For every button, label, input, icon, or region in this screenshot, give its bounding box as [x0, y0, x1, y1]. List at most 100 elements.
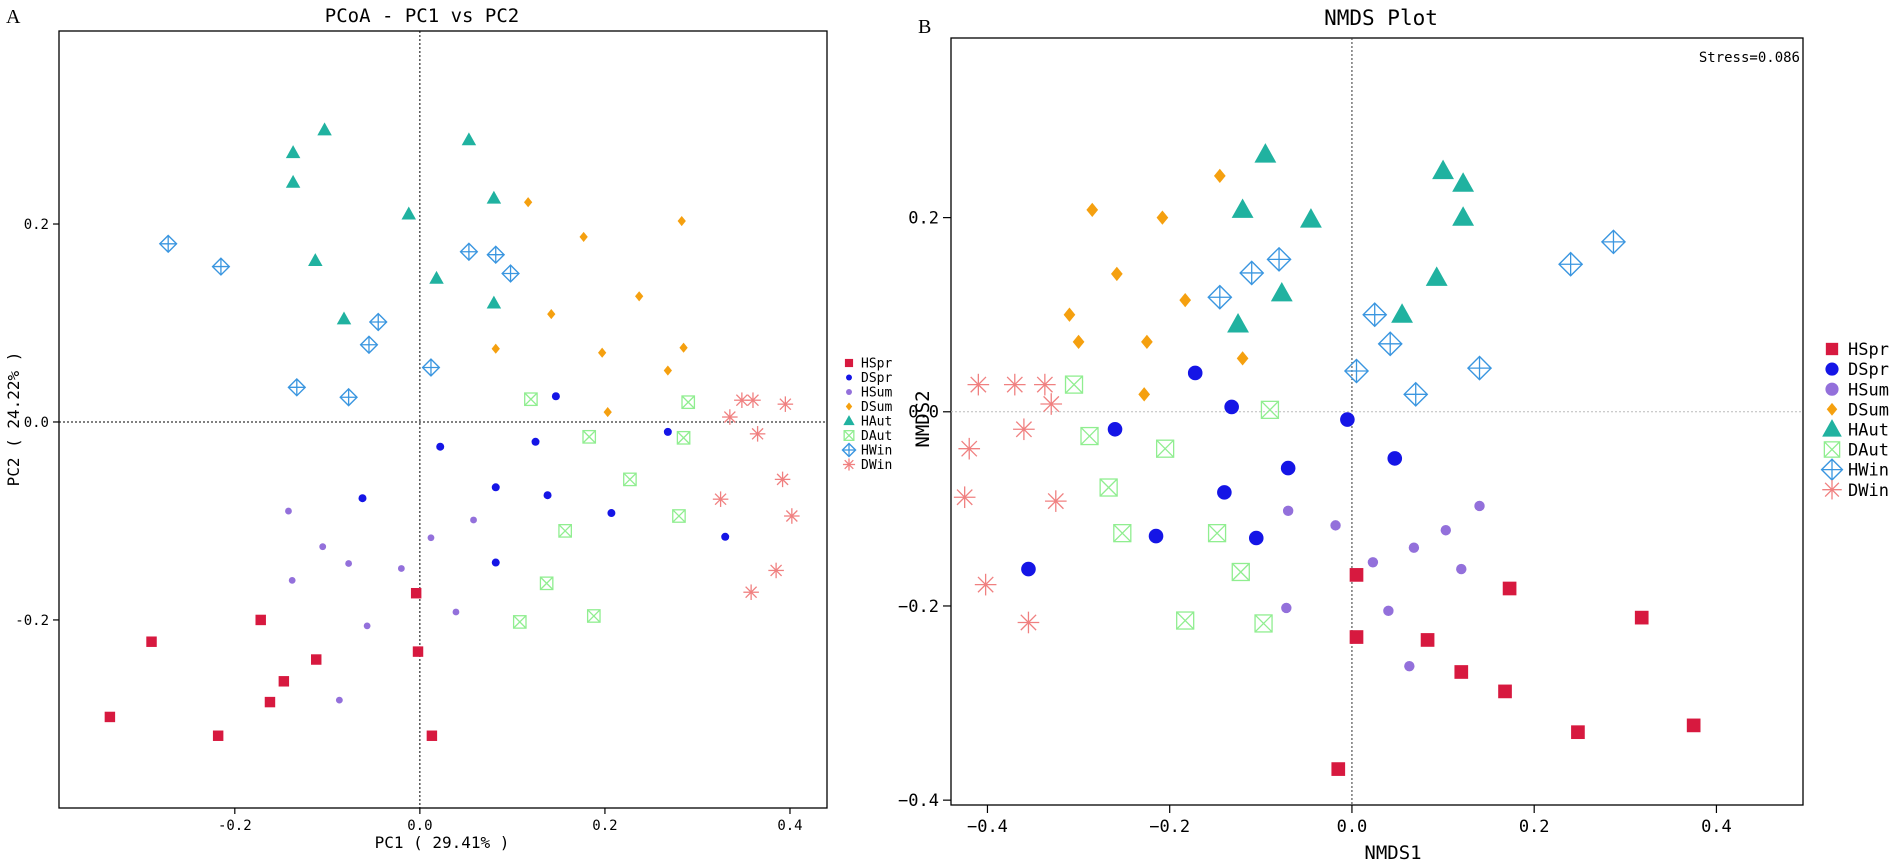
- point-dsum: [1138, 387, 1151, 402]
- point-haut: [461, 132, 477, 146]
- point-hsum: [288, 576, 296, 584]
- legend-marker-dwin: [1822, 479, 1842, 500]
- point-hwin: [1558, 251, 1584, 277]
- panel-b-letter: B: [918, 16, 931, 38]
- point-haut: [1227, 313, 1249, 333]
- point-haut: [429, 270, 444, 284]
- point-hspr: [1634, 610, 1649, 625]
- legend-label-dwin: DWin: [1848, 481, 1889, 501]
- point-daut: [586, 609, 601, 623]
- point-hspr: [426, 730, 438, 741]
- point-dspr: [1280, 460, 1296, 476]
- panel-b-y-axis-label: NMDS2: [912, 390, 934, 447]
- x-tick-label: −0.2: [1149, 817, 1190, 837]
- point-hwin: [1266, 246, 1292, 272]
- legend-marker-hspr: [1825, 342, 1839, 356]
- point-hwin: [1207, 284, 1233, 310]
- point-hsum: [319, 543, 327, 551]
- point-hspr: [278, 676, 290, 687]
- series-daut: [512, 392, 696, 629]
- legend-label-hwin: HWin: [1848, 461, 1889, 481]
- point-hwin: [421, 358, 441, 377]
- point-dsum: [491, 343, 500, 354]
- point-hspr: [1349, 568, 1364, 582]
- series-haut: [285, 122, 502, 325]
- point-daut: [681, 395, 696, 410]
- point-dwin: [1003, 373, 1026, 396]
- legend-label-hspr: HSpr: [861, 357, 892, 372]
- point-hwin: [459, 242, 479, 262]
- point-haut: [336, 311, 352, 325]
- panel-a-y-axis-label: PC2 ( 24.22% ): [4, 352, 23, 487]
- panel-a-plot-frame: [58, 30, 828, 809]
- point-daut: [1260, 400, 1280, 419]
- point-dspr: [1340, 412, 1355, 427]
- legend-item-hwin: HWin: [1820, 458, 1889, 481]
- point-hwin: [158, 234, 178, 254]
- legend-item-dsum: DSum: [845, 400, 892, 415]
- point-dsum: [1063, 307, 1076, 322]
- panel-a-letter: A: [6, 6, 21, 28]
- point-dwin: [967, 373, 990, 396]
- legend-label-dsum: DSum: [861, 400, 892, 415]
- legend-label-hspr: HSpr: [1848, 340, 1889, 360]
- series-dwin: [953, 373, 1067, 634]
- point-dspr: [1107, 421, 1123, 437]
- point-hwin: [1403, 381, 1429, 407]
- x-tick-label: 0.0: [407, 818, 432, 834]
- point-hsum: [452, 608, 460, 616]
- point-hwin: [287, 377, 307, 397]
- point-dspr: [1148, 528, 1164, 544]
- point-hwin: [1362, 302, 1388, 328]
- point-hsum: [363, 622, 371, 630]
- point-dspr: [551, 392, 560, 401]
- x-tick-label: −0.4: [967, 817, 1008, 837]
- legend-label-haut: HAut: [1848, 421, 1889, 441]
- point-hspr: [1502, 581, 1517, 596]
- point-hsum: [1408, 542, 1420, 553]
- point-dsum: [1086, 202, 1099, 217]
- point-dwin: [768, 562, 784, 579]
- point-dspr: [436, 442, 445, 451]
- series-dsum: [1063, 168, 1249, 402]
- point-daut: [1080, 426, 1099, 446]
- point-dsum: [663, 365, 672, 376]
- y-tick-label: -0.2: [15, 613, 49, 629]
- point-dwin: [958, 437, 981, 460]
- panel-b-x-axis-label: NMDS1: [1364, 842, 1421, 864]
- point-dwin: [777, 396, 794, 412]
- legend-marker-hsum: [846, 389, 852, 395]
- point-hspr: [212, 730, 224, 741]
- point-hwin: [1343, 358, 1370, 384]
- panel-b-stress-annotation: Stress=0.086: [1699, 50, 1800, 66]
- series-hwin: [158, 234, 520, 407]
- series-dspr: [358, 392, 730, 567]
- point-dwin: [1017, 611, 1040, 634]
- point-dwin: [722, 409, 738, 425]
- point-dspr: [721, 532, 730, 541]
- point-dsum: [1110, 266, 1123, 282]
- point-haut: [317, 122, 332, 136]
- point-dsum: [1141, 334, 1153, 350]
- point-haut: [1391, 303, 1413, 323]
- legend-item-dspr: DSpr: [1825, 360, 1889, 380]
- legend-label-dwin: DWin: [861, 458, 892, 473]
- point-dwin: [784, 508, 800, 524]
- point-haut: [1300, 208, 1322, 228]
- legend-label-hsum: HSum: [861, 386, 892, 401]
- y-tick-label: 0.0: [24, 415, 49, 431]
- legend-item-dwin: DWin: [1822, 479, 1889, 501]
- y-tick-label: −0.4: [898, 791, 939, 811]
- x-tick-label: -0.2: [218, 818, 252, 834]
- point-hsum: [1281, 602, 1292, 614]
- legend-marker-dwin: [842, 458, 856, 471]
- panel-a: A PCoA - PC1 vs PC2 -0.2 0.0 0.2 0.4 -0.2 0.0…: [4, 5, 892, 852]
- point-hspr: [410, 587, 422, 599]
- point-dspr: [1387, 451, 1403, 466]
- point-dwin: [974, 573, 997, 596]
- point-dspr: [358, 494, 367, 503]
- point-dsum: [1156, 210, 1169, 225]
- point-hsum: [335, 696, 343, 704]
- legend-label-dspr: DSpr: [861, 371, 892, 386]
